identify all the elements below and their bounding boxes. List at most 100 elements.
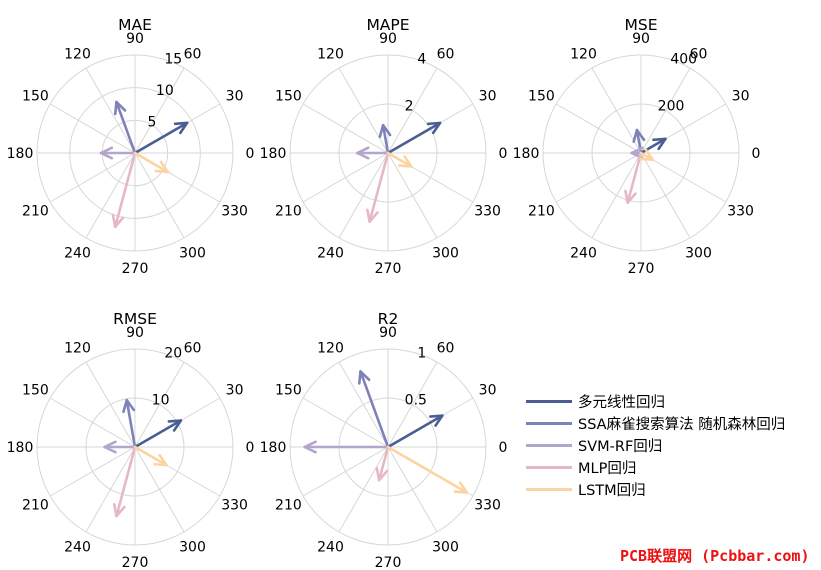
angle-tick-label: 180	[7, 146, 34, 162]
angle-tick-label: 0	[499, 146, 508, 162]
angle-tick-label: 180	[260, 440, 287, 456]
legend-label: 多元线性回归	[578, 395, 665, 411]
angle-tick-label: 150	[22, 383, 49, 399]
series-arrow	[386, 121, 442, 155]
angle-tick-label: 150	[275, 89, 302, 105]
series-arrow	[358, 370, 390, 449]
angle-tick-label: 270	[375, 555, 402, 570]
legend-swatch	[526, 444, 572, 447]
radial-tick-label: 15	[164, 51, 182, 67]
chart-title: MSE	[624, 16, 657, 34]
radial-tick-label: 400	[670, 51, 697, 67]
angle-tick-label: 210	[275, 204, 302, 220]
polar-chart-rmse: 0 30 60 90 120 150 180 210 240 270 300 330 10 20 RMSE	[7, 310, 255, 570]
angle-tick-label: 210	[22, 204, 49, 220]
radial-tick-label: 10	[152, 393, 170, 409]
ring	[69, 87, 201, 219]
angle-tick-label: 0	[752, 146, 761, 162]
angle-tick-label: 270	[122, 555, 149, 570]
series-arrow	[133, 445, 168, 467]
series-arrow	[386, 414, 444, 449]
spoke-210	[49, 152, 136, 203]
angle-tick-label: 180	[260, 146, 287, 162]
angle-tick-label: 150	[22, 89, 49, 105]
series-arrow	[122, 398, 137, 449]
angle-tick-label: 180	[513, 146, 540, 162]
radial-tick-label: 5	[147, 114, 156, 130]
angle-tick-label: 270	[122, 261, 149, 277]
series-arrow	[366, 151, 390, 223]
radial-tick-label: 2	[405, 99, 414, 115]
ring	[36, 54, 234, 252]
chart-title: MAE	[118, 16, 152, 34]
series-arrow	[133, 151, 170, 174]
angle-tick-label: 120	[64, 340, 91, 356]
ring	[338, 103, 438, 203]
angle-tick-label: 180	[7, 440, 34, 456]
ring	[591, 103, 691, 203]
polar-chart-r2: 0 30 60 90 120 150 180 210 240 270 300 330 0.5 1 R2	[260, 310, 508, 570]
radial-tick-label: 0.5	[405, 393, 427, 409]
angle-tick-label: 90	[379, 325, 397, 341]
angle-tick-label: 90	[632, 31, 650, 47]
angle-tick-label: 90	[379, 31, 397, 47]
legend-swatch	[526, 466, 572, 469]
angle-tick-label: 60	[437, 340, 455, 356]
series-arrow	[111, 151, 137, 229]
angle-tick-label: 0	[499, 440, 508, 456]
polar-chart-mae: 0 30 60 90 120 150 180 210 240 270 300 330 510 15 MAE	[7, 16, 255, 277]
angle-tick-label: 240	[317, 540, 344, 556]
angle-tick-label: 120	[570, 46, 597, 62]
series-arrow	[133, 419, 183, 449]
angle-tick-label: 300	[432, 540, 459, 556]
angle-tick-label: 120	[317, 46, 344, 62]
chart-title: R2	[378, 310, 399, 328]
ring	[289, 348, 487, 546]
series-arrow	[112, 445, 137, 518]
angle-tick-label: 30	[479, 89, 497, 105]
angle-tick-label: 0	[246, 440, 255, 456]
series-arrow	[386, 151, 413, 168]
legend-swatch	[526, 422, 572, 425]
chart-title: RMSE	[113, 310, 157, 328]
series-arrow	[375, 445, 390, 482]
angle-tick-label: 330	[221, 204, 248, 220]
legend-label: SVM-RF回归	[578, 439, 663, 455]
radial-tick-label: 10	[156, 83, 174, 99]
spoke-120	[85, 67, 136, 154]
angle-tick-label: 210	[528, 204, 555, 220]
angle-tick-label: 150	[275, 383, 302, 399]
ring	[289, 54, 487, 252]
polar-chart-mse: 0 30 60 90 120 150 180 210 240 270 300 330 200 400 MSE	[513, 16, 761, 277]
chart-title: MAPE	[366, 16, 409, 34]
angle-tick-label: 0	[246, 146, 255, 162]
legend-swatch	[526, 488, 572, 491]
radial-tick-label: 4	[417, 51, 426, 67]
radial-tick-label: 1	[417, 345, 426, 361]
series-arrow	[133, 121, 189, 155]
series-arrow	[303, 440, 390, 454]
angle-tick-label: 30	[226, 383, 244, 399]
spoke-150	[49, 103, 136, 154]
series-arrow	[103, 440, 137, 454]
angle-tick-label: 90	[126, 325, 144, 341]
series-arrow	[356, 146, 390, 160]
series-arrow	[639, 148, 654, 162]
angle-tick-label: 240	[317, 246, 344, 262]
series-arrow	[113, 100, 137, 155]
legend-swatch	[526, 400, 572, 403]
angle-tick-label: 240	[64, 246, 91, 262]
radial-tick-label: 200	[658, 99, 685, 115]
ring	[542, 54, 740, 252]
spoke-60	[134, 67, 185, 154]
angle-tick-label: 30	[479, 383, 497, 399]
spoke-240	[85, 152, 136, 239]
legend-label: LSTM回归	[578, 483, 646, 499]
series-arrow	[624, 151, 643, 204]
angle-tick-label: 30	[732, 89, 750, 105]
angle-tick-label: 120	[317, 340, 344, 356]
watermark-text: PCB联盟网 (Pcbbar.com)	[620, 547, 810, 565]
angle-tick-label: 330	[474, 204, 501, 220]
angle-tick-label: 150	[528, 89, 555, 105]
